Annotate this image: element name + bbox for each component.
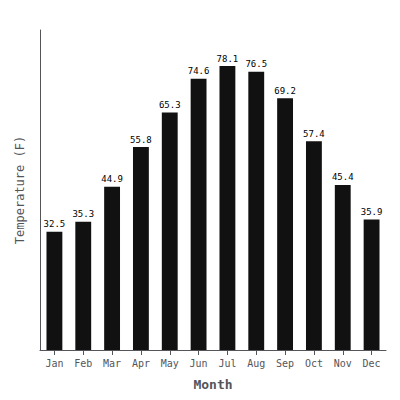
svg-text:Month: Month (193, 377, 232, 392)
svg-text:69.2: 69.2 (274, 86, 296, 96)
svg-text:44.9: 44.9 (101, 174, 123, 184)
svg-text:Apr: Apr (132, 358, 150, 369)
svg-text:Feb: Feb (74, 358, 92, 369)
svg-text:35.3: 35.3 (72, 209, 94, 219)
svg-text:55.8: 55.8 (130, 135, 152, 145)
svg-text:Jan: Jan (45, 358, 63, 369)
svg-text:Jun: Jun (190, 358, 208, 369)
svg-text:Sep: Sep (276, 358, 294, 369)
svg-text:32.5: 32.5 (44, 219, 66, 229)
svg-text:Aug: Aug (247, 358, 265, 369)
svg-text:35.9: 35.9 (361, 207, 383, 217)
svg-text:Mar: Mar (103, 358, 121, 369)
svg-text:74.6: 74.6 (188, 66, 210, 76)
svg-text:Oct: Oct (305, 358, 323, 369)
svg-text:Dec: Dec (363, 358, 381, 369)
svg-text:78.1: 78.1 (217, 54, 239, 64)
svg-text:57.4: 57.4 (303, 129, 325, 139)
svg-text:76.5: 76.5 (245, 59, 267, 69)
svg-text:Jul: Jul (218, 358, 236, 369)
svg-text:Nov: Nov (334, 358, 352, 369)
svg-text:65.3: 65.3 (159, 100, 181, 110)
svg-text:45.4: 45.4 (332, 172, 354, 182)
svg-text:May: May (161, 358, 179, 369)
svg-text:Temperature (F): Temperature (F) (13, 136, 27, 244)
